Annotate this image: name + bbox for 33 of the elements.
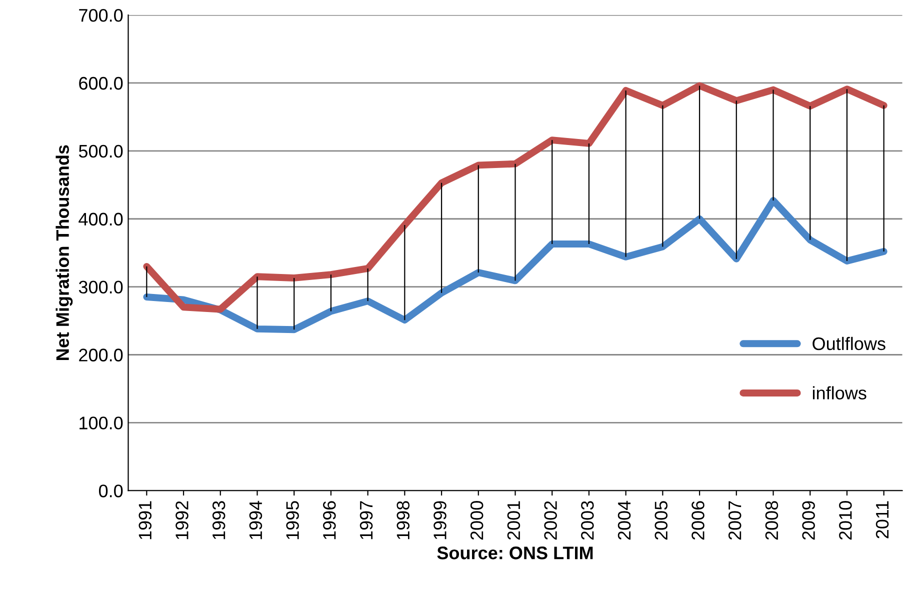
x-tick-label: 2004 — [618, 500, 631, 540]
x-tick-label: 1992 — [176, 501, 188, 540]
legend-label: inflows — [812, 386, 866, 400]
x-tick-label: 1999 — [434, 501, 446, 540]
x-tick-label: 2007 — [728, 501, 742, 540]
x-tick-label: 2001 — [507, 501, 520, 540]
x-tick-label: 2010 — [839, 501, 852, 540]
x-tick-label: 2002 — [544, 501, 557, 540]
x-tick-label: 2003 — [581, 501, 594, 540]
x-tick-label: 2008 — [765, 501, 778, 540]
x-tick-label: 1998 — [396, 501, 410, 540]
x-tick-label: 1991 — [138, 501, 152, 540]
x-tick-label: 2009 — [802, 501, 815, 540]
x-tick-label: 2006 — [692, 501, 704, 540]
y-tick-label: 700.0 — [79, 8, 123, 22]
x-tick-label: 2011 — [876, 501, 889, 538]
y-tick-label: 100.0 — [80, 416, 123, 430]
x-tick-label: 1995 — [286, 501, 299, 540]
y-tick-label: 600.0 — [79, 76, 123, 90]
legend-label: Outlflows — [812, 336, 886, 350]
x-tick-label: 2000 — [470, 501, 484, 540]
x-tick-label: 2005 — [654, 501, 668, 540]
y-tick-label: 0.0 — [98, 484, 123, 498]
x-tick-label: 1993 — [212, 501, 226, 540]
x-tick-label: 1996 — [323, 501, 336, 540]
x-tick-label: 1994 — [249, 500, 262, 540]
y-tick-label: 400.0 — [78, 212, 123, 226]
y-axis-title: Net Migration Thousands — [56, 145, 73, 360]
y-tick-label: 300.0 — [78, 280, 123, 294]
x-axis-title: Source: ONS LTIM — [437, 546, 593, 560]
x-tick-label: 1997 — [360, 501, 373, 540]
y-tick-label: 200.0 — [79, 348, 123, 362]
y-tick-label: 500.0 — [78, 144, 123, 158]
